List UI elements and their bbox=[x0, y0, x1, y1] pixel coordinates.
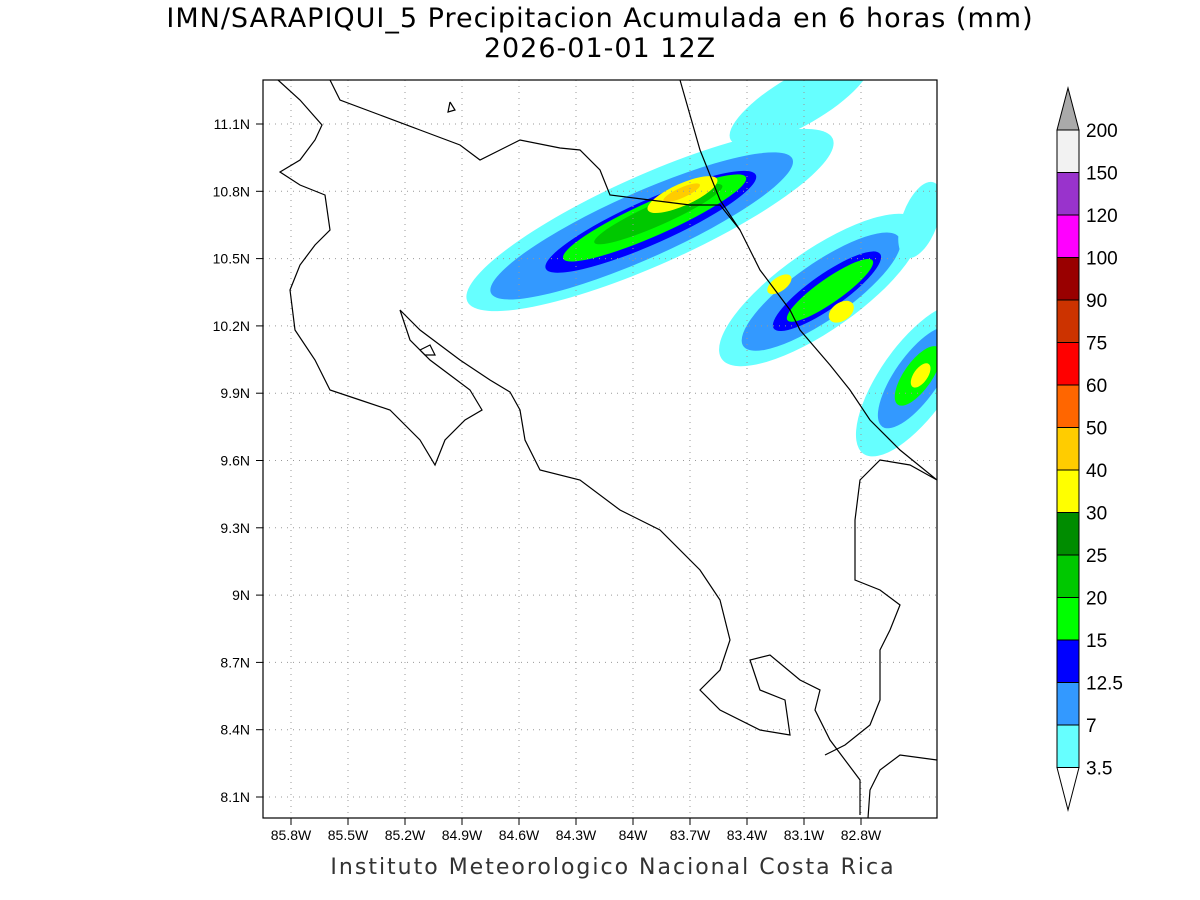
colorbar-swatch bbox=[1056, 342, 1080, 386]
colorbar-level-label: 200 bbox=[1086, 121, 1118, 142]
colorbar-swatch bbox=[1056, 299, 1080, 343]
precipitation-field bbox=[466, 80, 937, 457]
lat-lon-grid bbox=[263, 80, 937, 818]
colorbar-under-arrow bbox=[1056, 767, 1080, 812]
lat-label: 9.3N bbox=[220, 520, 250, 536]
colorbar-level-label: 100 bbox=[1086, 249, 1118, 270]
lon-label: 84.3W bbox=[556, 827, 597, 843]
colorbar-level-label: 40 bbox=[1086, 461, 1107, 482]
colorbar-swatch bbox=[1056, 427, 1080, 471]
colorbar-swatch bbox=[1056, 512, 1080, 556]
colorbar-level-label: 75 bbox=[1086, 334, 1107, 355]
lat-label: 10.5N bbox=[213, 251, 250, 267]
lon-label: 82.8W bbox=[841, 827, 882, 843]
colorbar-level-label: 120 bbox=[1086, 206, 1118, 227]
colorbar-over-arrow bbox=[1056, 86, 1080, 131]
lat-label: 8.4N bbox=[220, 722, 250, 738]
colorbar-swatch bbox=[1056, 639, 1080, 683]
colorbar-level-label: 12.5 bbox=[1086, 674, 1123, 695]
footer-credit: Instituto Meteorologico Nacional Costa R… bbox=[330, 855, 896, 880]
colorbar-level-label: 20 bbox=[1086, 589, 1107, 610]
lat-label: 10.8N bbox=[213, 183, 250, 199]
colorbar-swatch bbox=[1056, 724, 1080, 768]
colorbar-swatch bbox=[1056, 597, 1080, 641]
colorbar-swatch bbox=[1056, 682, 1080, 726]
lon-label: 85.8W bbox=[271, 827, 312, 843]
coastlines-and-borders bbox=[277, 80, 937, 818]
colorbar-level-label: 30 bbox=[1086, 504, 1107, 525]
colorbar-swatch bbox=[1056, 257, 1080, 301]
lat-label: 9.9N bbox=[220, 385, 250, 401]
lon-label: 83.1W bbox=[784, 827, 825, 843]
colorbar-level-label: 7 bbox=[1086, 716, 1097, 737]
longitude-labels: 85.8W 85.5W 85.2W 84.9W 84.6W 84.3W 84W 83.7W 83… bbox=[271, 818, 882, 843]
colorbar-level-label: 60 bbox=[1086, 376, 1107, 397]
lon-label: 84W bbox=[619, 827, 649, 843]
lon-label: 84.9W bbox=[442, 827, 483, 843]
lon-label: 83.7W bbox=[670, 827, 711, 843]
colorbar-swatch bbox=[1056, 469, 1080, 513]
map-frame bbox=[262, 79, 938, 819]
colorbar-level-label: 15 bbox=[1086, 631, 1107, 652]
lat-label: 8.1N bbox=[220, 789, 250, 805]
lon-label: 84.6W bbox=[499, 827, 540, 843]
lat-label: 11.1N bbox=[214, 116, 250, 132]
lat-label: 10.2N bbox=[213, 318, 250, 334]
lon-label: 85.2W bbox=[385, 827, 426, 843]
colorbar-swatch bbox=[1056, 129, 1080, 173]
lon-label: 83.4W bbox=[727, 827, 768, 843]
colorbar-level-label: 90 bbox=[1086, 291, 1107, 312]
map-subtitle: 2026-01-01 12Z bbox=[483, 33, 717, 64]
colorbar-level-label: 3.5 bbox=[1086, 759, 1112, 780]
colorbar-level-label: 25 bbox=[1086, 546, 1107, 567]
map-title: IMN/SARAPIQUI_5 Precipitacion Acumulada … bbox=[166, 3, 1034, 34]
colorbar-swatch bbox=[1056, 214, 1080, 258]
lat-label: 9.6N bbox=[220, 453, 250, 469]
colorbar-level-label: 50 bbox=[1086, 419, 1107, 440]
colorbar-level-label: 150 bbox=[1086, 164, 1118, 185]
lat-label: 8.7N bbox=[220, 654, 250, 670]
colorbar-swatch bbox=[1056, 384, 1080, 428]
colorbar-swatch bbox=[1056, 554, 1080, 598]
colorbar: 200 150 120 100 90 75 60 50 40 30 25 20 15 12.5 7 3.5 bbox=[1056, 86, 1123, 812]
lon-label: 85.5W bbox=[328, 827, 369, 843]
latitude-labels: 11.1N 10.8N 10.5N 10.2N 9.9N 9.6N 9.3N 9N 8.7N 8.… bbox=[213, 116, 263, 805]
lat-label: 9N bbox=[232, 587, 250, 603]
colorbar-swatch bbox=[1056, 172, 1080, 216]
